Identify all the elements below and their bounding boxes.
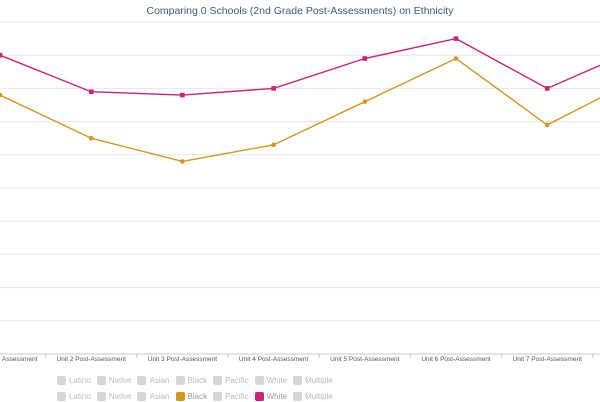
data-point-black[interactable] xyxy=(453,56,459,61)
data-point-white[interactable] xyxy=(0,52,3,58)
data-point-black[interactable] xyxy=(271,142,276,148)
data-point-white[interactable] xyxy=(544,86,550,91)
legend-swatch xyxy=(254,391,264,401)
legend-label: White xyxy=(266,391,288,401)
legend-swatch xyxy=(175,391,185,401)
x-tick-label: Unit 2 Post-Assessment xyxy=(57,356,127,363)
legend-swatch xyxy=(254,375,264,385)
data-point-white[interactable] xyxy=(180,92,185,98)
data-point-white[interactable] xyxy=(453,36,459,41)
legend-item-native[interactable]: Native xyxy=(96,375,132,385)
legend-label: Latino xyxy=(69,391,91,401)
x-axis: Assessment Unit 2 Post-Assessment Unit 3 P… xyxy=(2,354,594,363)
x-tick-label: Assessment xyxy=(2,356,38,363)
legend-swatch xyxy=(57,391,66,401)
legend-label: Asian xyxy=(149,375,170,385)
legend-swatch xyxy=(137,375,147,385)
legend-label: Multiple xyxy=(305,375,333,385)
legend-item-pacific[interactable]: Pacific xyxy=(213,375,249,385)
legend-swatch xyxy=(57,375,66,385)
legend-row-1: Latino Native Asian Black Pacific White Multip… xyxy=(57,374,339,386)
legend-label: Native xyxy=(108,391,132,401)
legend-label: Pacific xyxy=(225,375,249,385)
data-point-white[interactable] xyxy=(362,56,368,61)
series-line-black xyxy=(0,57,600,163)
legend-item-pacific[interactable]: Pacific xyxy=(213,391,249,401)
legend-item-multiple[interactable]: Multiple xyxy=(293,375,333,385)
x-tick-label: Unit 4 Post-Assessment xyxy=(239,356,309,363)
grid-lines xyxy=(0,21,600,355)
legend-item-latino[interactable]: Latino xyxy=(57,375,91,385)
data-point-white[interactable] xyxy=(271,86,276,91)
legend-label: Native xyxy=(108,375,132,385)
x-tick-label: Unit 7 Post-Assessment xyxy=(513,356,583,363)
legend-swatch xyxy=(96,391,106,401)
x-tick-label: Unit 3 Post-Assessment xyxy=(148,356,218,363)
legend-row-2: Latino Native Asian Black Pacific White Multip… xyxy=(57,390,339,402)
data-point-white[interactable] xyxy=(88,89,94,95)
legend-item-black[interactable]: Black xyxy=(175,375,208,385)
legend-item-latino[interactable]: Latino xyxy=(57,391,91,401)
legend-item-asian[interactable]: Asian xyxy=(137,391,170,401)
legend-label: Black xyxy=(187,391,208,401)
legend-swatch xyxy=(137,391,147,401)
data-point-black[interactable] xyxy=(544,122,550,128)
legend-swatch xyxy=(293,391,303,401)
series-layer xyxy=(0,36,600,164)
x-tick-label: Unit 5 Post-Assessment xyxy=(330,356,400,363)
data-point-black[interactable] xyxy=(0,92,3,98)
legend-item-white[interactable]: White xyxy=(254,375,288,385)
data-point-black[interactable] xyxy=(88,135,94,141)
legend-swatch xyxy=(213,391,223,401)
legend-item-white[interactable]: White xyxy=(254,391,288,401)
data-point-black[interactable] xyxy=(180,159,185,164)
legend-item-multiple[interactable]: Multiple xyxy=(293,391,333,401)
legend-swatch xyxy=(175,375,185,385)
legend-label: Multiple xyxy=(305,391,333,401)
series-line-white xyxy=(0,37,600,96)
legend-swatch xyxy=(293,375,303,385)
legend-item-native[interactable]: Native xyxy=(96,391,132,401)
legend-label: Latino xyxy=(69,375,91,385)
data-point-black[interactable] xyxy=(362,99,368,104)
legend-item-black[interactable]: Black xyxy=(175,391,208,401)
legend-label: Asian xyxy=(149,391,170,401)
legend-label: White xyxy=(266,375,288,385)
legend-item-asian[interactable]: Asian xyxy=(137,375,170,385)
legend-label: Pacific xyxy=(225,391,249,401)
chart-title: Comparing 0 Schools (2nd Grade Post-Asse… xyxy=(147,5,455,17)
legend-swatch xyxy=(96,375,106,385)
legend-swatch xyxy=(213,375,223,385)
x-tick-label: Unit 6 Post-Assessment xyxy=(421,356,491,363)
legend-label: Black xyxy=(187,375,208,385)
